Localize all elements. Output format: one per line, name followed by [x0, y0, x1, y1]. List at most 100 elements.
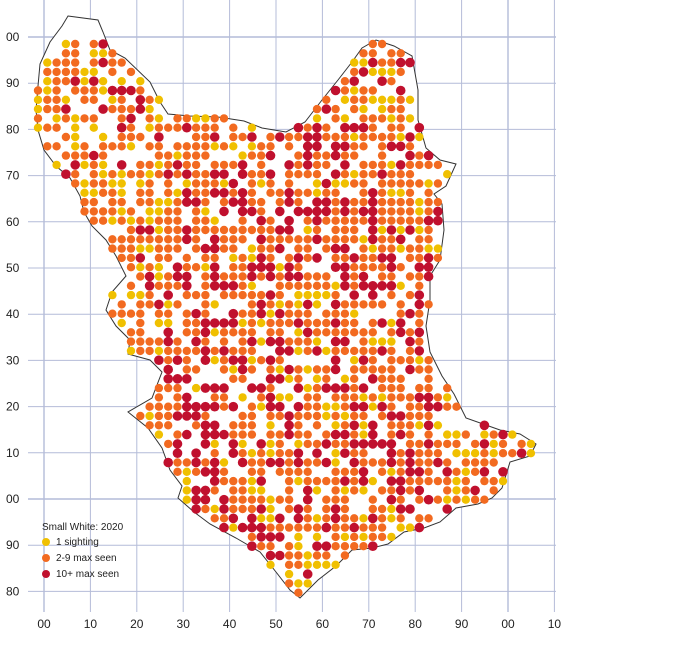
sighting-dot: [322, 95, 331, 105]
sighting-dot: [387, 77, 396, 86]
sighting-dot: [340, 309, 350, 318]
sighting-dot: [265, 262, 276, 273]
sighting-dot: [377, 160, 387, 170]
sighting-dot: [377, 225, 387, 235]
sighting-dot: [433, 401, 443, 412]
sighting-dot: [461, 476, 470, 486]
sighting-dot: [108, 67, 117, 77]
sighting-dot: [108, 188, 117, 197]
sighting-dot: [284, 411, 294, 421]
sighting-dot: [387, 58, 396, 67]
sighting-dot: [228, 178, 239, 189]
sighting-dot: [423, 401, 434, 412]
sighting-dot: [172, 439, 183, 449]
sighting-dot: [284, 337, 294, 346]
sighting-dot: [312, 365, 322, 374]
sighting-dot: [135, 104, 146, 114]
sighting-dot: [98, 132, 108, 142]
sighting-dot: [358, 67, 369, 77]
sighting-dot: [275, 132, 285, 142]
sighting-dot: [386, 141, 397, 152]
sighting-dot: [517, 439, 526, 449]
legend-title: Small White: 2020: [42, 522, 124, 533]
sighting-dot: [377, 300, 387, 309]
sighting-dot: [117, 318, 126, 328]
sighting-dot: [154, 346, 164, 356]
sighting-dot: [489, 458, 498, 467]
sighting-dot: [368, 114, 377, 123]
sighting-dot: [358, 401, 369, 412]
sighting-dot: [52, 123, 61, 132]
sighting-dot: [154, 393, 164, 402]
sighting-dot: [489, 430, 498, 439]
sighting-dot: [331, 290, 340, 300]
sighting-dot: [108, 197, 117, 207]
sighting-dot: [405, 114, 415, 123]
sighting-dot: [247, 383, 257, 393]
sighting-dot: [443, 393, 452, 402]
sighting-dot: [52, 160, 61, 170]
sighting-dot: [275, 243, 285, 254]
sighting-dot: [164, 160, 173, 170]
sighting-dot: [470, 485, 480, 496]
sighting-dot: [247, 271, 257, 282]
sighting-dot: [415, 365, 424, 374]
sighting-dot: [52, 95, 61, 105]
sighting-dot: [209, 467, 220, 477]
sighting-dot: [136, 244, 145, 253]
sighting-dot: [359, 542, 368, 551]
sighting-dot: [498, 429, 508, 440]
sighting-dot: [173, 188, 182, 197]
sighting-dot: [443, 476, 452, 486]
sighting-dot: [284, 142, 294, 151]
sighting-dot: [284, 215, 294, 226]
sighting-dot: [219, 160, 229, 170]
sighting-dot: [322, 495, 331, 504]
sighting-dot: [415, 337, 424, 346]
sighting-dot: [191, 114, 201, 123]
sighting-dot: [117, 253, 126, 263]
sighting-dot: [43, 95, 52, 105]
y-tick-label: 50: [6, 261, 20, 275]
sighting-dot: [322, 160, 331, 170]
sighting-dot: [387, 346, 396, 356]
sighting-dot: [294, 337, 303, 346]
sighting-dot: [172, 448, 183, 459]
sighting-dot: [377, 151, 387, 160]
sighting-dot: [154, 123, 164, 132]
sighting-dot: [359, 244, 368, 253]
sighting-dot: [340, 281, 350, 291]
sighting-dot: [238, 346, 247, 356]
sighting-dot: [489, 449, 498, 458]
sighting-dot: [350, 263, 359, 272]
sighting-dot: [209, 420, 220, 431]
sighting-dot: [340, 86, 350, 95]
sighting-dot: [303, 365, 312, 374]
sighting-dot: [173, 337, 182, 346]
sighting-dot: [201, 123, 210, 132]
sighting-dot: [387, 179, 396, 188]
sighting-dot: [405, 272, 415, 281]
sighting-dot: [61, 114, 71, 123]
sighting-dot: [201, 281, 210, 290]
sighting-dot: [368, 402, 377, 411]
sighting-dot: [229, 132, 238, 142]
sighting-dot: [387, 532, 396, 542]
sighting-dot: [312, 132, 322, 142]
sighting-dot: [126, 207, 136, 216]
sighting-dot: [349, 253, 360, 263]
sighting-dot: [395, 85, 406, 96]
sighting-dot: [368, 513, 378, 524]
sighting-dot: [387, 402, 396, 411]
sighting-dot: [294, 532, 303, 542]
sighting-dot: [126, 123, 136, 132]
sighting-dot: [70, 76, 80, 86]
sighting-dot: [275, 346, 285, 356]
y-tick-label: 90: [6, 538, 20, 552]
sighting-dot: [257, 151, 266, 160]
sighting-dot: [349, 439, 360, 449]
sighting-dot: [321, 541, 332, 551]
sighting-dot: [405, 448, 415, 459]
sighting-dot: [164, 123, 173, 132]
y-tick-label: 00: [6, 30, 20, 44]
